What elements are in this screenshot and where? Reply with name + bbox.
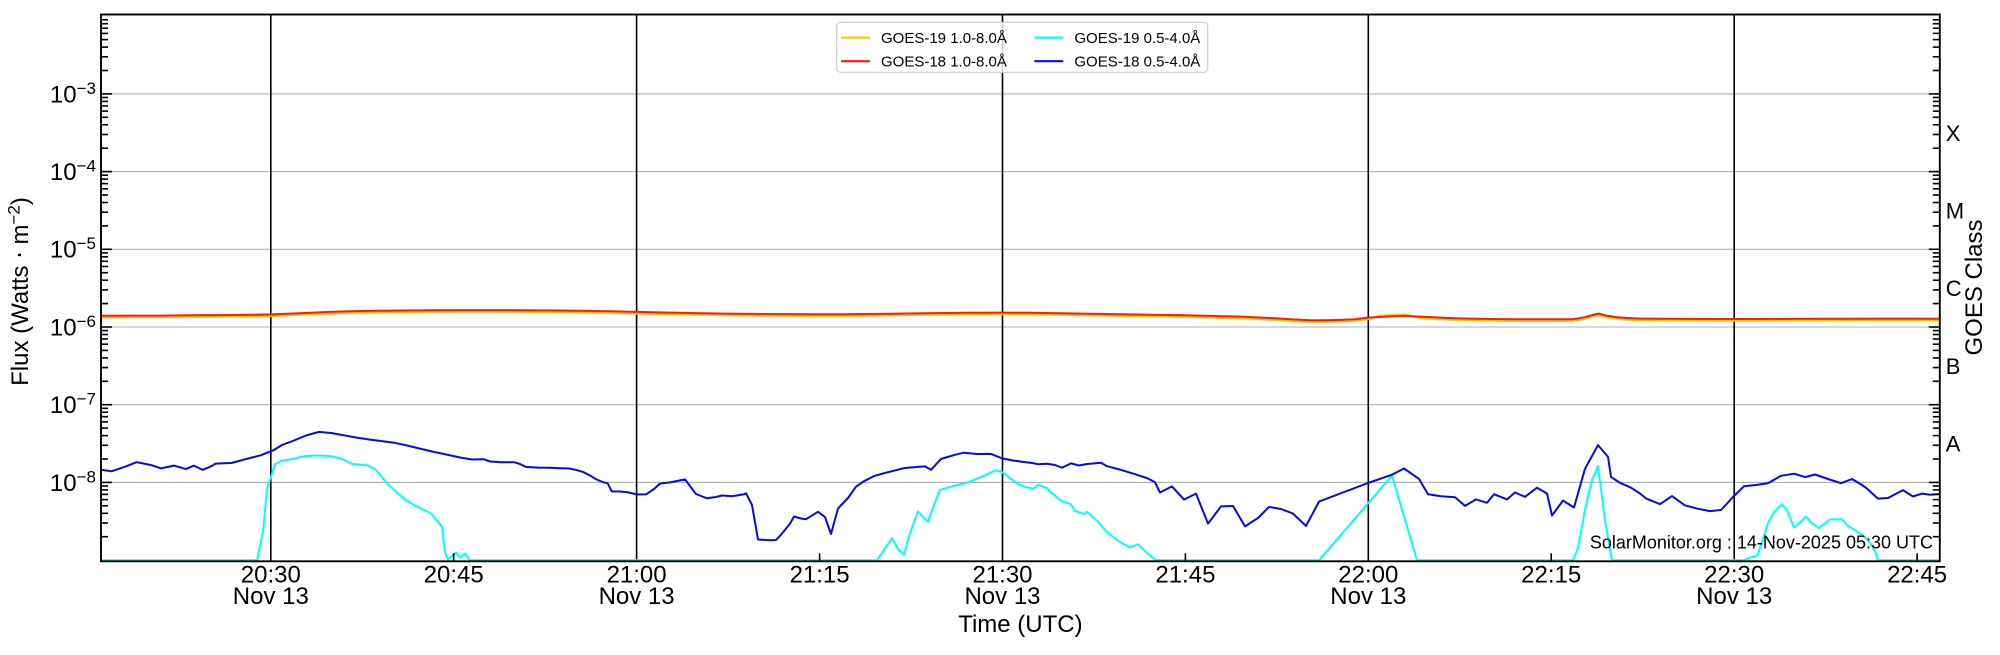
svg-text:GOES-19 1.0-8.0Å: GOES-19 1.0-8.0Å bbox=[881, 30, 1007, 47]
svg-text:GOES Class: GOES Class bbox=[1961, 219, 1988, 355]
svg-text:22:30: 22:30 bbox=[1704, 562, 1764, 589]
svg-text:21:15: 21:15 bbox=[790, 562, 850, 589]
svg-text:Time (UTC): Time (UTC) bbox=[958, 611, 1082, 638]
svg-text:GOES-18 1.0-8.0Å: GOES-18 1.0-8.0Å bbox=[881, 54, 1007, 71]
svg-text:20:45: 20:45 bbox=[424, 562, 484, 589]
svg-text:21:45: 21:45 bbox=[1155, 562, 1215, 589]
svg-text:GOES-18 0.5-4.0Å: GOES-18 0.5-4.0Å bbox=[1074, 54, 1200, 71]
svg-text:10−8: 10−8 bbox=[50, 467, 96, 497]
svg-text:10−7: 10−7 bbox=[50, 390, 96, 420]
svg-text:22:00: 22:00 bbox=[1338, 562, 1398, 589]
svg-text:M: M bbox=[1946, 199, 1964, 224]
svg-text:Nov 13: Nov 13 bbox=[1696, 583, 1772, 610]
svg-text:Nov 13: Nov 13 bbox=[964, 583, 1040, 610]
svg-text:Nov 13: Nov 13 bbox=[1330, 583, 1406, 610]
svg-text:X: X bbox=[1946, 121, 1961, 146]
svg-text:21:00: 21:00 bbox=[607, 562, 667, 589]
svg-text:SolarMonitor.org : 14-Nov-2025: SolarMonitor.org : 14-Nov-2025 05:30 UTC bbox=[1590, 533, 1933, 553]
svg-text:22:45: 22:45 bbox=[1887, 562, 1947, 589]
svg-text:10−3: 10−3 bbox=[50, 79, 96, 109]
svg-text:A: A bbox=[1946, 432, 1961, 457]
svg-text:21:30: 21:30 bbox=[972, 562, 1032, 589]
svg-text:Nov 13: Nov 13 bbox=[233, 583, 309, 610]
svg-text:20:30: 20:30 bbox=[241, 562, 301, 589]
svg-text:10−5: 10−5 bbox=[50, 234, 96, 264]
svg-text:C: C bbox=[1946, 276, 1962, 301]
svg-text:B: B bbox=[1946, 354, 1961, 379]
svg-text:Flux (Watts ⋅ m−2): Flux (Watts ⋅ m−2) bbox=[5, 197, 35, 386]
svg-text:22:15: 22:15 bbox=[1521, 562, 1581, 589]
svg-text:Nov 13: Nov 13 bbox=[599, 583, 675, 610]
svg-text:GOES-19 0.5-4.0Å: GOES-19 0.5-4.0Å bbox=[1074, 30, 1200, 47]
